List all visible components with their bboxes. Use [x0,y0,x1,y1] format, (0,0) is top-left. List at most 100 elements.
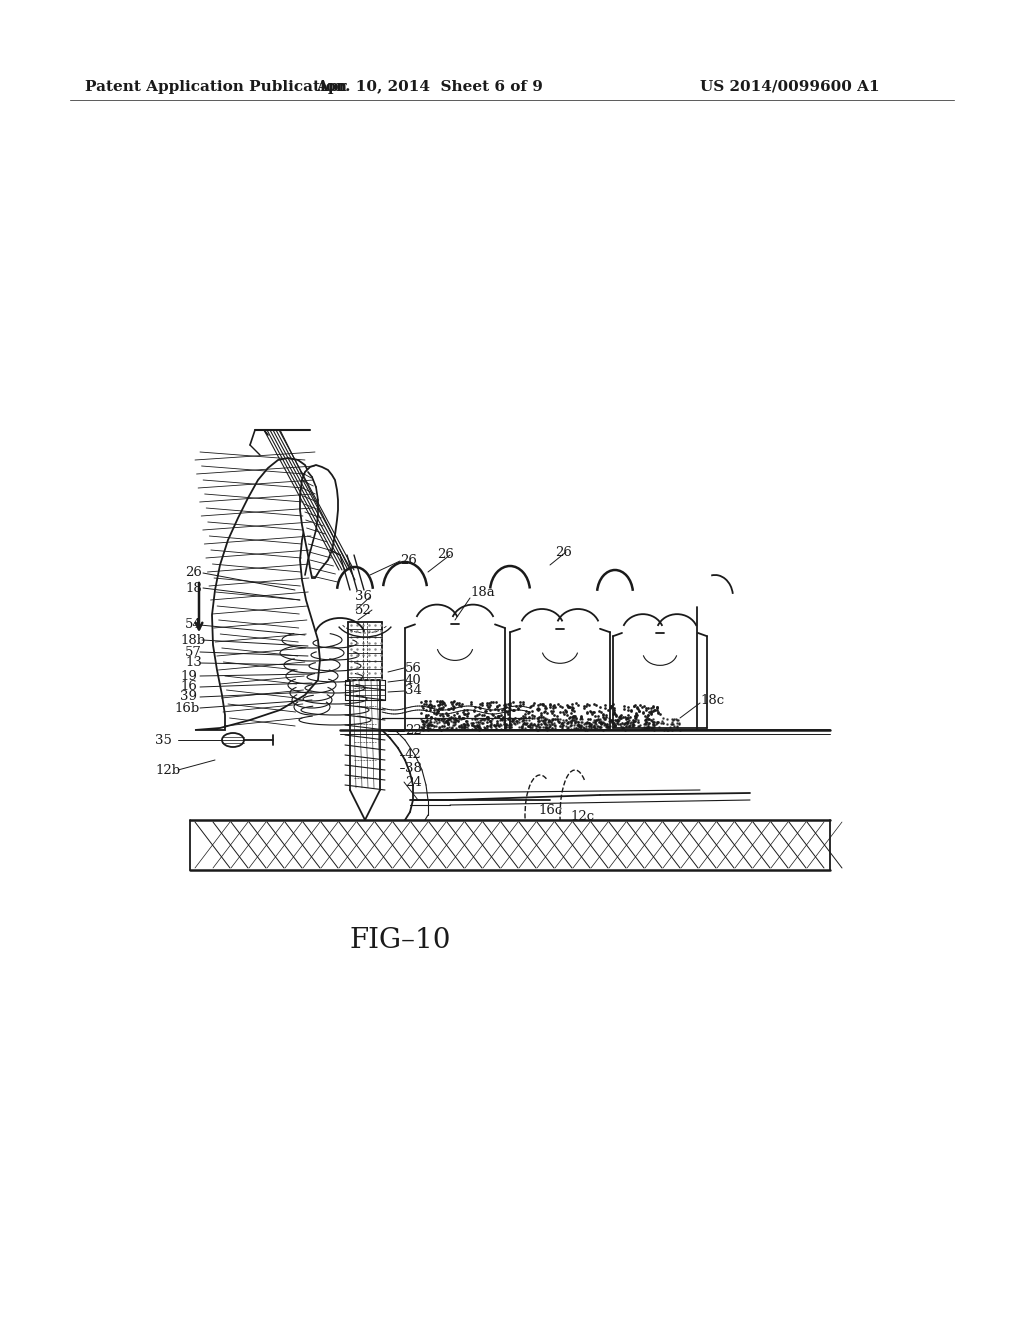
Point [559,694,575,715]
Point [568,714,585,735]
Point [436,713,453,734]
Point [562,715,579,737]
Point [420,705,436,726]
Point [431,717,447,738]
Point [605,713,622,734]
Point [458,710,474,731]
Point [431,698,447,719]
Point [542,715,558,737]
Point [593,702,609,723]
Point [604,694,621,715]
Point [618,708,635,729]
Point [449,709,465,730]
Point [589,710,605,731]
Point [532,706,549,727]
Point [490,705,507,726]
Point [530,713,547,734]
Point [642,717,658,738]
Point [596,708,612,729]
Point [618,711,635,733]
Point [624,711,640,733]
Point [459,705,475,726]
Point [445,696,462,717]
Point [663,717,679,738]
Point [590,705,606,726]
Point [459,714,475,735]
Point [482,694,499,715]
Point [424,696,440,717]
Point [577,713,593,734]
Point [557,715,573,737]
Ellipse shape [222,733,244,747]
Point [418,706,434,727]
Point [599,715,615,737]
Point [472,693,488,714]
Point [516,713,532,734]
Text: 36: 36 [355,590,372,603]
Point [566,713,583,734]
Point [506,700,522,721]
Point [542,710,558,731]
Point [467,697,483,718]
Point [614,706,631,727]
Point [644,696,660,717]
Point [554,714,570,735]
Point [522,718,539,739]
Point [563,702,580,723]
Point [549,708,565,729]
Point [518,714,535,735]
Point [468,711,484,733]
Point [499,701,515,722]
Point [631,701,647,722]
Point [620,711,636,733]
Text: 12b: 12b [155,763,180,776]
Point [422,709,438,730]
Point [669,709,685,730]
Point [469,709,485,730]
Point [600,710,616,731]
Point [422,693,438,714]
Point [423,711,439,733]
Point [418,704,434,725]
Point [649,713,666,734]
Point [591,709,607,730]
Point [477,717,494,738]
Point [640,717,656,738]
Point [423,697,439,718]
Point [541,717,557,738]
Point [544,702,560,723]
Point [598,714,614,735]
Point [441,717,458,738]
Point [439,711,456,733]
Point [511,717,527,738]
Point [593,711,609,733]
Point [438,711,455,733]
Point [618,711,635,733]
Point [420,696,436,717]
Point [640,705,656,726]
Point [489,705,506,726]
Point [583,701,599,722]
Point [453,696,469,717]
Point [537,718,553,739]
Point [423,706,439,727]
Point [591,711,607,733]
Point [529,714,546,735]
Point [442,698,459,719]
Point [596,714,612,735]
Point [646,711,663,733]
Point [581,718,597,739]
Point [542,694,558,715]
Point [445,704,462,725]
Point [488,710,505,731]
Point [502,694,518,715]
Point [418,710,434,731]
Point [523,718,540,739]
Point [494,709,510,730]
Point [566,706,583,727]
Point [532,694,549,715]
Point [630,715,646,737]
Point [610,706,627,727]
Point [528,719,545,741]
Point [598,718,614,739]
